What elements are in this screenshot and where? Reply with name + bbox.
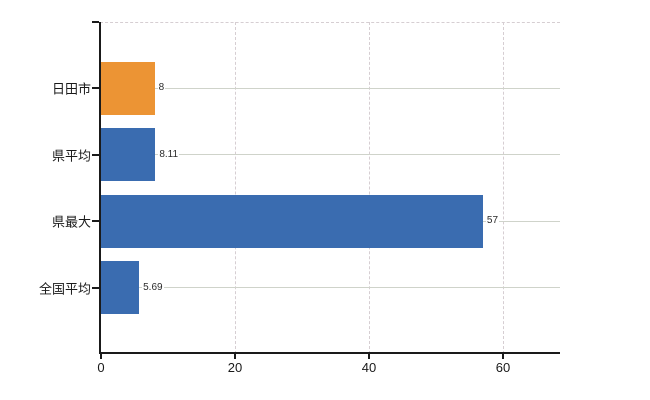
x-axis-tick <box>368 354 370 359</box>
category-label-2: 県最大 <box>51 214 91 230</box>
category-line <box>100 154 560 156</box>
x-tick-label-0: 0 <box>97 360 105 375</box>
plot-top-border <box>100 22 560 23</box>
x-tick-label-60: 60 <box>495 360 511 375</box>
category-label-0: 日田市 <box>51 81 91 97</box>
category-label-3: 全国平均 <box>38 281 91 297</box>
y-axis-line <box>99 22 101 354</box>
vertical-gridline-60 <box>503 22 504 354</box>
category-line <box>100 87 560 89</box>
y-axis-tick <box>92 21 99 23</box>
x-tick-label-20: 20 <box>227 360 243 375</box>
y-axis-tick <box>92 153 99 156</box>
vertical-gridline-40 <box>369 22 370 354</box>
bar-0 <box>101 61 155 115</box>
bar-value-label: 8.11 <box>158 148 180 161</box>
bar-2 <box>101 194 483 248</box>
bar-3 <box>101 261 140 315</box>
category-line <box>100 287 560 289</box>
bar-value-label: 57 <box>485 215 500 228</box>
x-axis-tick <box>234 354 236 359</box>
y-axis-tick <box>92 220 99 223</box>
category-label-1: 県平均 <box>51 148 91 164</box>
bar-1 <box>101 128 156 182</box>
x-axis-line <box>99 352 560 354</box>
vertical-gridline-20 <box>235 22 236 354</box>
x-axis-tick <box>502 354 504 359</box>
y-axis-tick <box>92 286 99 289</box>
x-tick-label-40: 40 <box>361 360 377 375</box>
y-axis-tick <box>92 87 99 90</box>
bar-value-label: 8 <box>157 82 166 95</box>
x-axis-tick <box>100 354 102 359</box>
bar-value-label: 5.69 <box>142 281 164 294</box>
